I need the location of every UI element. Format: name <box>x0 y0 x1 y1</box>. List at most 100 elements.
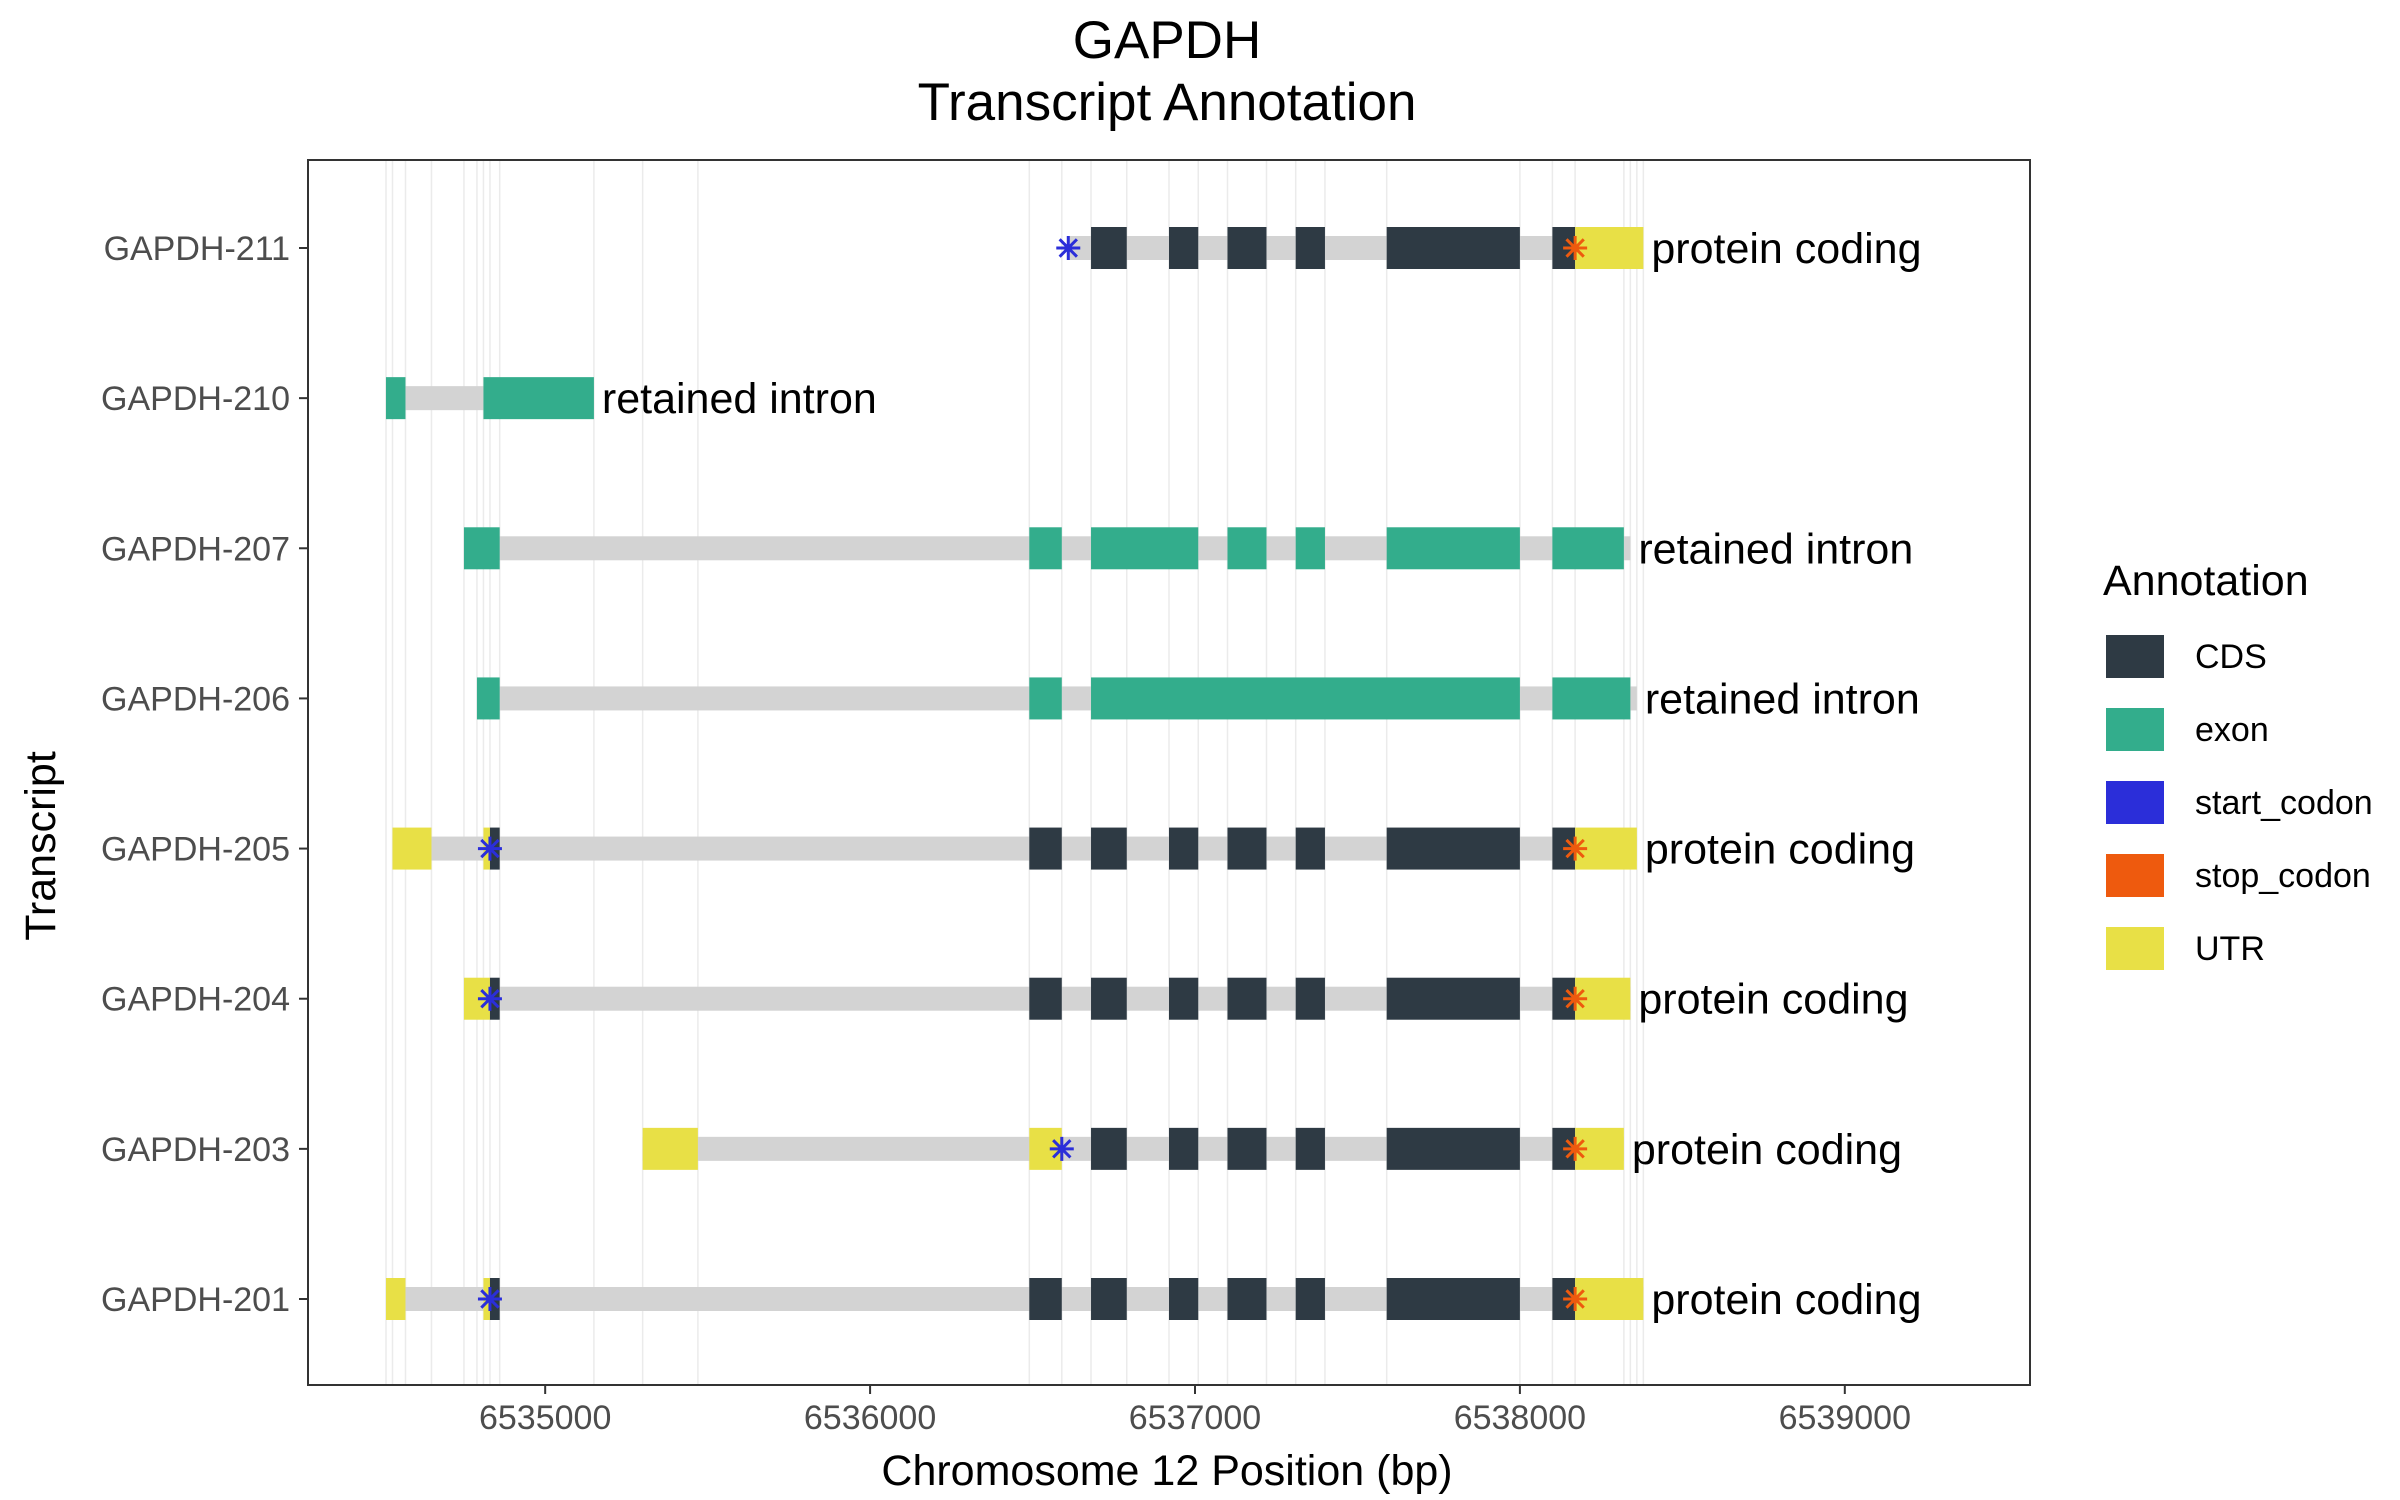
exon-block <box>385 377 406 420</box>
y-axis-title: Transcript <box>17 751 65 941</box>
exon-block <box>1552 527 1624 570</box>
biotype-label: retained intron <box>602 375 877 423</box>
y-axis: GAPDH-211 GAPDH-210 GAPDH-207 GAPDH-206 GAPD… <box>101 230 308 1319</box>
cds-block <box>1029 827 1062 870</box>
exon-block <box>463 527 500 570</box>
biotype-label: protein coding <box>1645 826 1915 874</box>
cds-block <box>1091 827 1127 870</box>
cds-block <box>1227 977 1267 1020</box>
legend-label: exon <box>2195 711 2269 749</box>
cds-block <box>1295 1278 1325 1320</box>
legend: Annotation CDS exon start_codon stop_codon U… <box>2103 557 2373 970</box>
exon-block <box>476 677 500 720</box>
cds-block <box>1295 227 1325 269</box>
y-tick-label: GAPDH-201 <box>101 1281 290 1319</box>
utr-block <box>642 1127 698 1170</box>
legend-key-CDS <box>2106 635 2164 678</box>
utr-block <box>385 1278 406 1320</box>
exon-block <box>1091 527 1199 570</box>
exon-block <box>1227 527 1267 570</box>
cds-block <box>1091 1127 1127 1170</box>
start-codon-marker <box>477 986 502 1011</box>
cds-block <box>1091 977 1127 1020</box>
x-tick-label: 6535000 <box>479 1399 611 1437</box>
stop-codon-marker <box>1563 1136 1588 1161</box>
cds-block <box>1227 1127 1267 1170</box>
intron-bar <box>1068 236 1634 260</box>
exon-block <box>1091 677 1520 720</box>
exon-block <box>483 377 594 420</box>
legend-label: start_codon <box>2195 784 2373 822</box>
plot-panel-border <box>307 159 2031 1386</box>
exon-block <box>1029 527 1062 570</box>
start-codon-marker <box>1056 236 1081 260</box>
legend-key-UTR <box>2106 927 2164 970</box>
x-tick-label: 6539000 <box>1779 1399 1911 1437</box>
cds-block <box>1295 977 1325 1020</box>
cds-block <box>1386 227 1520 269</box>
biotype-label: protein coding <box>1638 976 1908 1024</box>
x-axis: 6535000 6536000 6537000 6538000 6539000 <box>479 1385 1911 1437</box>
cds-block <box>1295 827 1325 870</box>
stop-codon-marker <box>1563 1287 1588 1311</box>
start-codon-marker <box>477 1287 502 1311</box>
x-tick-label: 6536000 <box>804 1399 936 1437</box>
legend-key-stop-codon <box>2106 854 2164 897</box>
cds-block <box>1169 1127 1199 1170</box>
codon-layer <box>477 236 1588 1311</box>
stop-codon-marker <box>1563 986 1588 1011</box>
y-tick-label: GAPDH-210 <box>101 380 290 418</box>
exon-block <box>1386 527 1520 570</box>
cds-block <box>1091 1278 1127 1320</box>
cds-block <box>1169 827 1199 870</box>
start-codon-marker <box>477 836 502 861</box>
y-tick-label: GAPDH-204 <box>101 981 290 1019</box>
y-tick-label: GAPDH-205 <box>101 831 290 869</box>
cds-block <box>1169 1278 1199 1320</box>
biotype-label: retained intron <box>1645 675 1920 723</box>
biotype-label: protein coding <box>1651 225 1921 273</box>
exon-block <box>1552 677 1631 720</box>
exon-block <box>1029 677 1062 720</box>
cds-block <box>1169 977 1199 1020</box>
exon-block <box>1295 527 1325 570</box>
cds-block <box>1169 227 1199 269</box>
legend-label: stop_codon <box>2195 857 2371 895</box>
cds-block <box>1386 1127 1520 1170</box>
cds-block <box>1227 827 1267 870</box>
y-tick-label: GAPDH-207 <box>101 530 290 568</box>
biotype-label: protein coding <box>1651 1276 1921 1324</box>
legend-label: UTR <box>2195 930 2265 968</box>
cds-block <box>1227 227 1267 269</box>
y-tick-label: GAPDH-203 <box>101 1131 290 1169</box>
utr-block <box>392 827 432 870</box>
y-tick-label: GAPDH-211 <box>104 230 290 268</box>
x-axis-title: Chromosome 12 Position (bp) <box>881 1447 1452 1495</box>
cds-block <box>1227 1278 1267 1320</box>
cds-block <box>1386 1278 1520 1320</box>
legend-title: Annotation <box>2103 557 2309 605</box>
legend-key-start-codon <box>2106 781 2164 824</box>
start-codon-marker <box>1049 1136 1074 1161</box>
x-tick-label: 6538000 <box>1454 1399 1586 1437</box>
stop-codon-marker <box>1563 836 1588 861</box>
legend-label: CDS <box>2195 638 2267 676</box>
cds-block <box>1029 977 1062 1020</box>
label-layer: protein coding retained intron retained in… <box>602 225 1922 1324</box>
cds-block <box>1295 1127 1325 1170</box>
legend-key-exon <box>2106 708 2164 751</box>
chart-title-line2: Transcript Annotation <box>918 73 1417 132</box>
grid-layer <box>385 160 1645 1385</box>
biotype-label: retained intron <box>1638 525 1913 573</box>
chart-title-line1: GAPDH <box>1073 11 1261 70</box>
cds-block <box>1386 977 1520 1020</box>
x-tick-label: 6537000 <box>1129 1399 1261 1437</box>
cds-block <box>1029 1278 1062 1320</box>
cds-block <box>1091 227 1127 269</box>
stop-codon-marker <box>1563 236 1588 260</box>
cds-block <box>1386 827 1520 870</box>
y-tick-label: GAPDH-206 <box>101 680 290 718</box>
biotype-label: protein coding <box>1632 1126 1902 1174</box>
feature-layer <box>385 227 1644 1320</box>
